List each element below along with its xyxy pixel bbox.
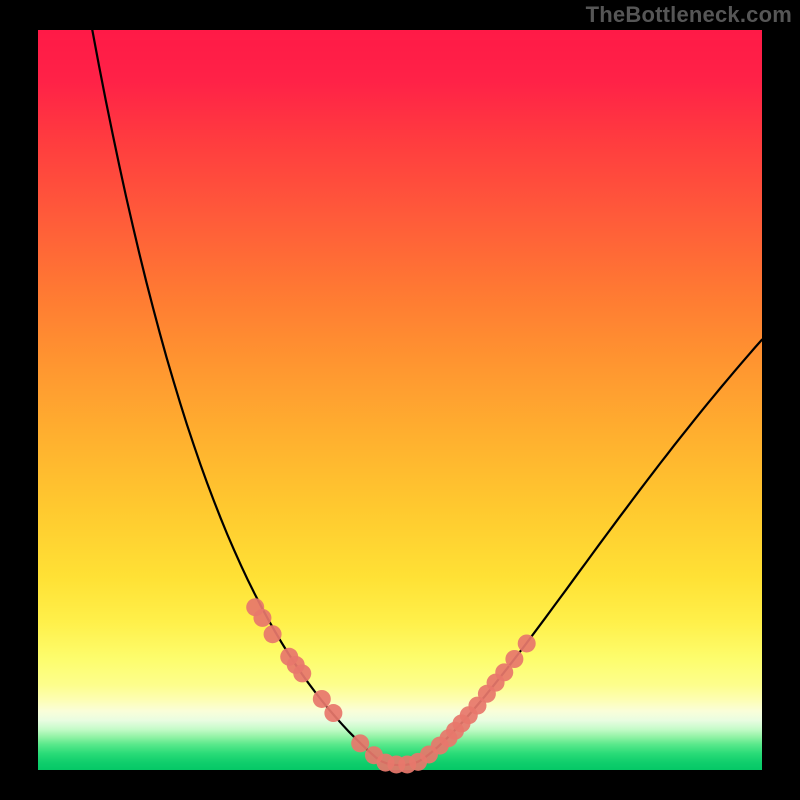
chart-container: TheBottleneck.com: [0, 0, 800, 800]
bottleneck-chart: [0, 0, 800, 800]
watermark-text: TheBottleneck.com: [586, 2, 792, 28]
